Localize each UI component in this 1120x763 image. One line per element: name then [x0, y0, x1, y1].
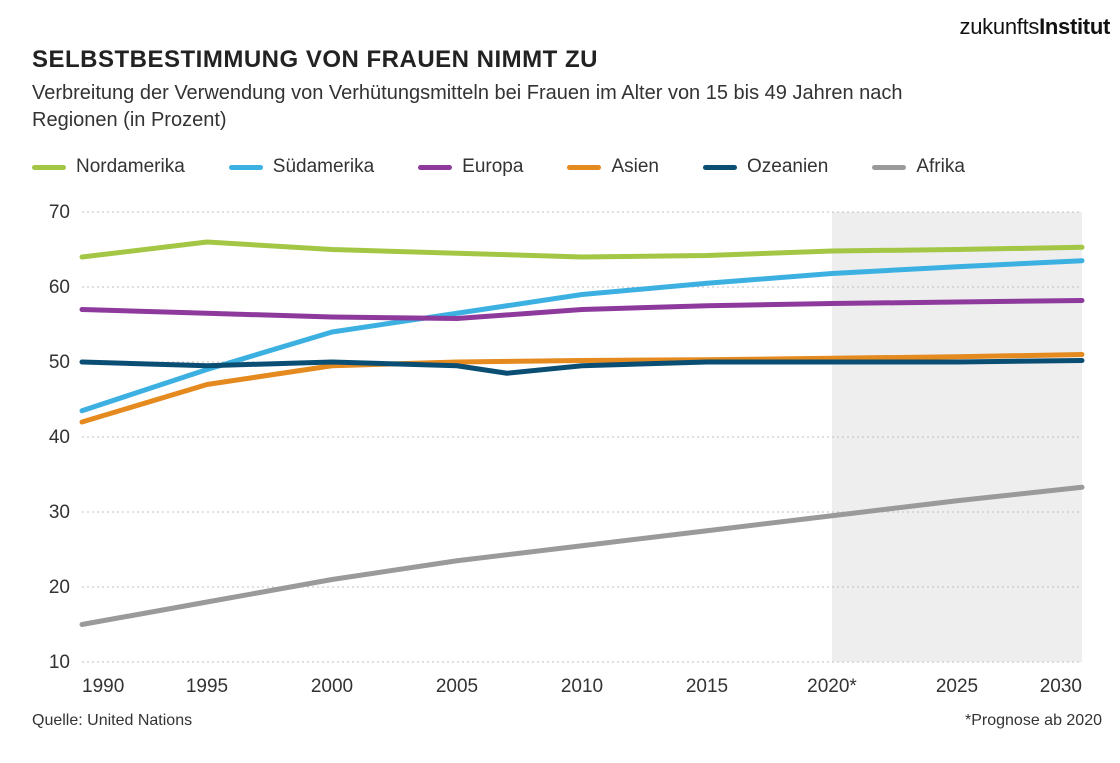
- chart-title: SELBSTBESTIMMUNG VON FRAUEN NIMMT ZU: [32, 46, 1108, 74]
- x-tick-label: 2005: [436, 676, 478, 697]
- y-tick-label: 70: [49, 202, 70, 223]
- legend-item-suedamerika: Südamerika: [229, 156, 374, 178]
- legend-item-nordamerika: Nordamerika: [32, 156, 185, 178]
- x-tick-label: 2015: [686, 676, 728, 697]
- brand-logo: zukunftsInstitut: [960, 14, 1110, 40]
- brand-light: zukunfts: [960, 14, 1040, 39]
- y-tick-label: 60: [49, 277, 70, 298]
- legend-swatch: [872, 165, 906, 170]
- legend-label: Nordamerika: [76, 156, 185, 178]
- chart-area: 1020304050607019901995200020052010201520…: [32, 202, 1102, 702]
- y-tick-label: 20: [49, 577, 70, 598]
- x-tick-label: 2000: [311, 676, 353, 697]
- legend-label: Asien: [611, 156, 659, 178]
- forecast-note: *Prognose ab 2020: [965, 712, 1102, 730]
- legend-label: Afrika: [916, 156, 965, 178]
- legend-swatch: [32, 165, 66, 170]
- legend-item-europa: Europa: [418, 156, 523, 178]
- legend-label: Südamerika: [273, 156, 374, 178]
- brand-bold: Institut: [1039, 14, 1110, 39]
- chart-legend: Nordamerika Südamerika Europa Asien Ozeanien…: [32, 156, 1108, 178]
- legend-label: Europa: [462, 156, 523, 178]
- legend-swatch: [567, 165, 601, 170]
- legend-swatch: [703, 165, 737, 170]
- y-tick-label: 40: [49, 427, 70, 448]
- legend-label: Ozeanien: [747, 156, 828, 178]
- line-chart-svg: 1020304050607019901995200020052010201520…: [32, 202, 1102, 702]
- y-tick-label: 50: [49, 352, 70, 373]
- x-tick-label: 2020*: [807, 676, 857, 697]
- x-tick-label: 1995: [186, 676, 228, 697]
- chart-footer: Quelle: United Nations *Prognose ab 2020: [32, 712, 1102, 730]
- x-tick-label: 1990: [82, 676, 124, 697]
- legend-swatch: [229, 165, 263, 170]
- legend-swatch: [418, 165, 452, 170]
- x-tick-label: 2010: [561, 676, 603, 697]
- legend-item-ozeanien: Ozeanien: [703, 156, 828, 178]
- y-tick-label: 10: [49, 652, 70, 673]
- x-tick-label: 2025: [936, 676, 978, 697]
- source-text: Quelle: United Nations: [32, 712, 192, 730]
- x-tick-label: 2030: [1040, 676, 1082, 697]
- legend-item-afrika: Afrika: [872, 156, 965, 178]
- y-tick-label: 30: [49, 502, 70, 523]
- chart-subtitle: Verbreitung der Verwendung von Verhütung…: [32, 80, 992, 134]
- legend-item-asien: Asien: [567, 156, 659, 178]
